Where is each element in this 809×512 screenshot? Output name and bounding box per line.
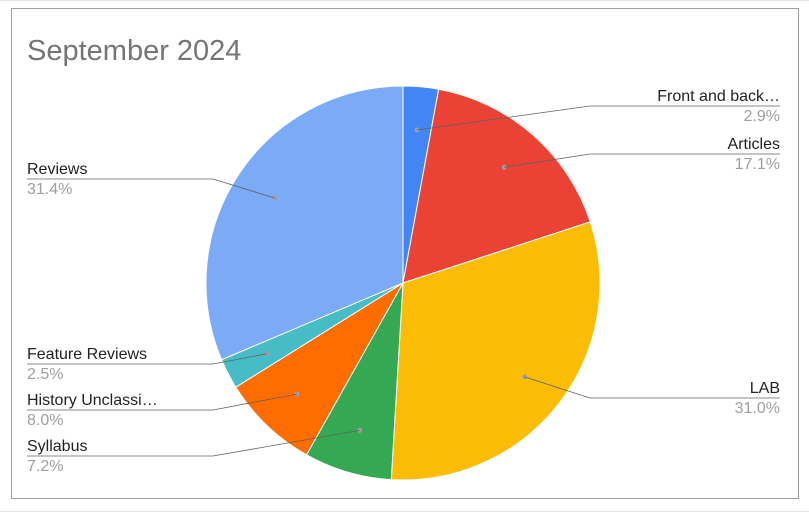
slice-name-label: Syllabus (27, 438, 87, 455)
leader-line (27, 353, 267, 365)
sheet-gridline-top (0, 0, 809, 1)
slice-percent-label: 8.0% (27, 412, 63, 429)
pie-slice-7[interactable] (205, 85, 404, 361)
slice-percent-label: 7.2% (27, 458, 63, 475)
slice-percent-label: 17.1% (735, 156, 780, 173)
slice-percent-label: 2.9% (744, 108, 780, 125)
chart-title: September 2024 (27, 35, 241, 67)
slice-name-label: Reviews (27, 161, 87, 178)
pie-slice-3[interactable] (390, 221, 601, 481)
pie-slices (205, 85, 601, 481)
slice-percent-label: 2.5% (27, 366, 63, 383)
slice-name-label: Front and back… (657, 88, 780, 105)
slice-labels: Front and back… 2.9% Articles 17.1% LAB 31.0%… (27, 88, 780, 475)
slice-name-label: LAB (750, 380, 780, 397)
slice-percent-label: 31.0% (735, 400, 780, 417)
slice-name-label: History Unclassi… (27, 392, 158, 409)
leader-line (504, 153, 780, 168)
slice-percent-label: 31.4% (27, 181, 72, 198)
leader-line (27, 430, 360, 457)
slice-name-label: Feature Reviews (27, 346, 147, 363)
leader-line (416, 105, 780, 131)
pie-slice-2[interactable] (402, 88, 591, 284)
pie-slice-5[interactable] (235, 282, 404, 456)
leader-line (27, 178, 276, 199)
leader-line (27, 393, 297, 411)
slice-name-label: Articles (728, 136, 780, 153)
leader-line (524, 376, 780, 399)
